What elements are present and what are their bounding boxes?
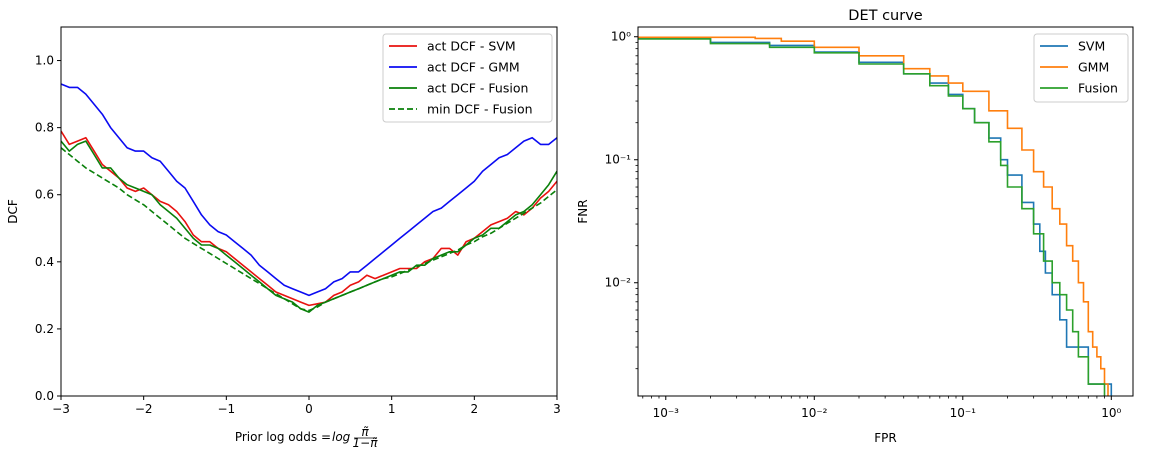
legend-entry: SVM	[1078, 39, 1105, 54]
series-line-act-dcf-gmm	[61, 83, 557, 297]
x-tick-label: 10⁰	[1101, 406, 1121, 420]
series-line-act-dcf-svm	[61, 130, 557, 307]
x-tick-label: 10⁻²	[801, 406, 828, 420]
x-axis-label-numerator: π̃	[361, 425, 369, 439]
legend-entry: min DCF - Fusion	[427, 102, 533, 117]
legend: SVM GMM Fusion	[1033, 33, 1129, 103]
y-tick-label: 10⁻¹	[605, 153, 632, 167]
x-axis-label-prefix: Prior log odds =	[235, 430, 331, 444]
det-line-fusion	[638, 38, 1106, 396]
x-axis-label-denominator: 1−π̃	[353, 436, 379, 449]
det-chart: 10⁻³ 10⁻² 10⁻¹ 10⁰ 10⁻² 10⁻¹ 10⁰ DET curve FPR FN…	[576, 8, 1134, 445]
dcf-chart: −3 −2 −1 0 1 2 3 0.0 0.2 0.4 0.6 0.8 1.0 DCF Prior log…	[6, 26, 561, 449]
x-tick-label: 10⁻³	[653, 406, 680, 420]
legend: act DCF - SVM act DCF - GMM act DCF - Fusi…	[382, 33, 553, 123]
legend-entry: GMM	[1078, 60, 1109, 75]
y-tick-label: 0.6	[35, 188, 54, 202]
x-tick-label: 1	[388, 402, 396, 416]
legend-entry: act DCF - SVM	[427, 39, 516, 54]
chart-title: DET curve	[848, 8, 922, 24]
x-tick-label: −3	[52, 402, 70, 416]
legend-entry: Fusion	[1078, 81, 1118, 96]
det-series-group	[638, 36, 1113, 396]
x-axis-label: FPR	[874, 431, 896, 445]
dcf-series-group	[61, 83, 557, 313]
x-tick-label: 3	[553, 402, 561, 416]
y-tick-label: 0.4	[35, 255, 54, 269]
y-tick-label: 1.0	[35, 54, 54, 68]
legend-entry: act DCF - GMM	[427, 60, 520, 75]
legend-box	[1033, 33, 1129, 103]
x-tick-label: −1	[217, 402, 235, 416]
x-tick-label: 10⁻¹	[950, 406, 977, 420]
legend-box	[382, 33, 553, 123]
x-tick-label: 0	[305, 402, 313, 416]
x-axis-label-math: log	[332, 430, 351, 444]
x-axis-label: Prior log odds = log π̃1−π̃	[235, 425, 378, 449]
y-tick-label: 10⁰	[611, 30, 631, 44]
series-line-act-dcf-fusion	[61, 140, 557, 313]
y-tick-label: 0.2	[35, 322, 54, 336]
y-axis-label: DCF	[6, 199, 20, 224]
legend-entry: act DCF - Fusion	[427, 81, 528, 96]
y-tick-label: 10⁻²	[605, 276, 632, 290]
x-tick-label: −2	[135, 402, 153, 416]
y-tick-label: 0.0	[35, 389, 54, 403]
y-tick-label: 0.8	[35, 121, 54, 135]
x-tick-label: 2	[471, 402, 479, 416]
series-line-min-dcf-fusion	[61, 147, 557, 312]
y-axis-label: FNR	[576, 199, 590, 223]
